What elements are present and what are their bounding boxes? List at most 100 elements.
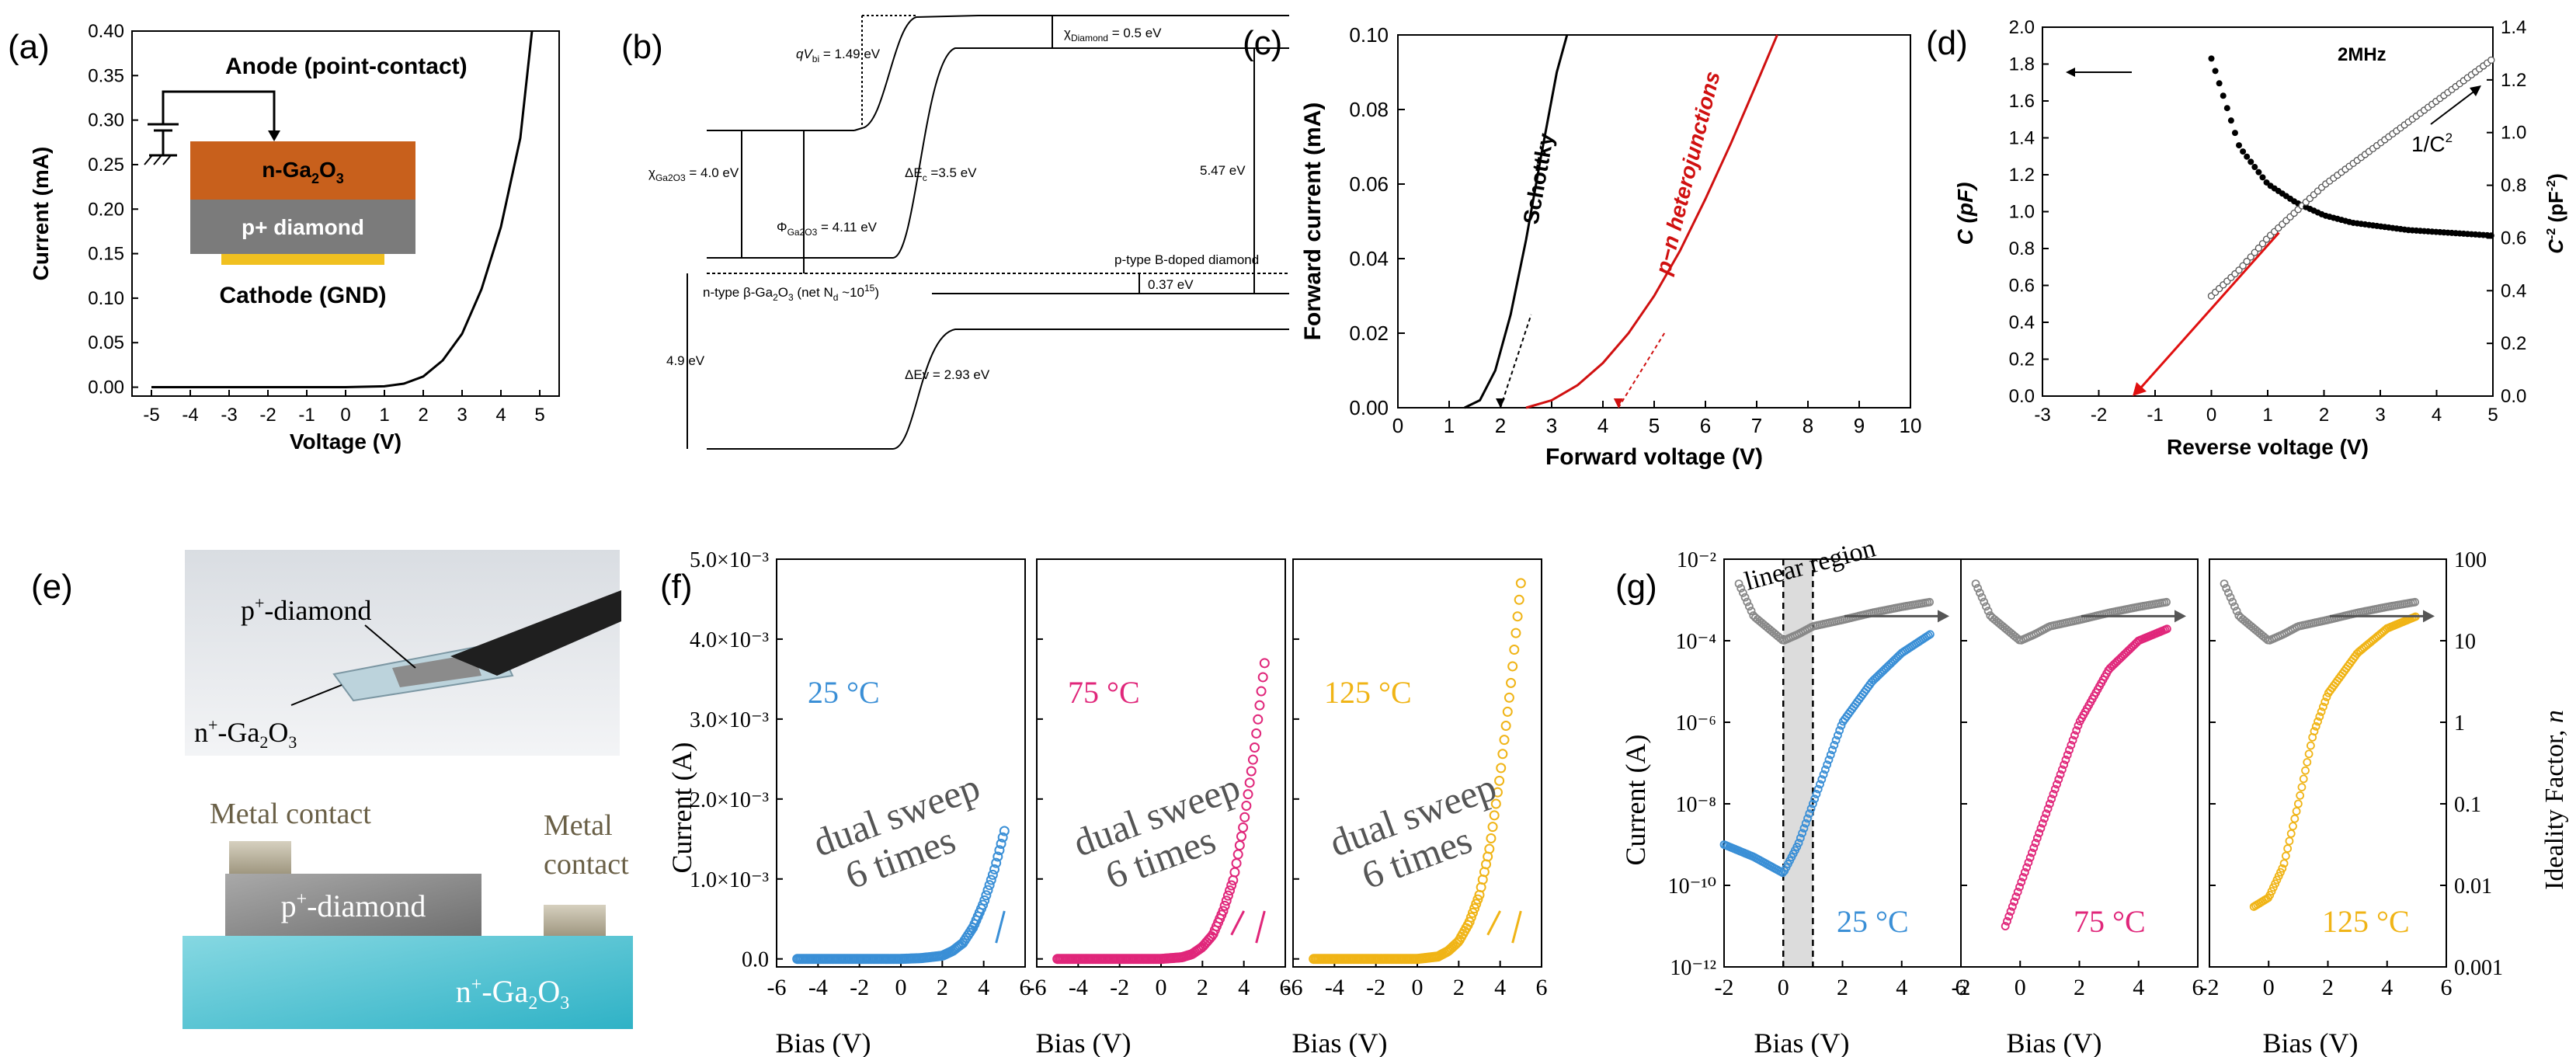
iv-point-f [1507,661,1518,672]
x-tick-label-d: 2 [2319,405,2329,426]
iv-point-g [2286,829,2296,838]
panel-label-c: (c) [1243,24,1282,62]
ideality-point-g [1977,593,1987,602]
iv-point-g [2001,922,2010,930]
gap-5-47-label: 5.47 eV [1200,163,1246,178]
y-tick-label-a: 0.35 [88,65,124,86]
ideality-point-g [2162,597,2171,607]
iv-point-f [1490,798,1501,809]
iv-point-f [1222,890,1233,901]
iv-point-g [2028,848,2036,857]
iv-point-g [2303,758,2312,767]
c-axis-arrowhead [2066,68,2075,77]
iv-point-f [1246,766,1257,777]
ideality-point-g [1973,584,1983,593]
xlabel-f-2: Bias (V) [1036,1027,1132,1057]
iv-point-g [2045,799,2054,808]
iv-point-g [1794,839,1803,847]
x-tick-label-g: 0 [2263,975,2275,1000]
y-tick-label-a: 0.10 [88,288,124,309]
y2-tick-label-d: 0.2 [2501,333,2526,354]
iv-point-f [1504,692,1514,703]
x-tick-label-c: 5 [1649,414,1660,437]
iv-point-g [1826,750,1835,760]
iv-point-g [2029,843,2039,853]
x-tick-label-f: -4 [808,975,828,1000]
temperature-label-f: 25 °C [808,675,880,710]
ideality-point-g [1747,607,1756,616]
x-tick-label-a: 2 [418,405,428,426]
iv-point-f [1219,900,1230,911]
x-tick-label-g: 4 [1896,975,1907,1000]
delta-ev-label: ΔEv = 2.93 eV [905,367,990,382]
y-tick-label-d: 0.6 [2009,276,2035,297]
iv-point-g [2301,766,2310,775]
y2-tick-label-g: 0.01 [2454,874,2492,899]
iv-point-g [2285,836,2294,846]
y-tick-label-a: 0.20 [88,199,124,220]
iv-point-g [2011,892,2021,902]
plot-frame-f [1036,558,1286,968]
panel-d: -3 -2 -1 0 1 2 3 4 50.00.20.40.60.81.01.21.41.61… [1953,17,2567,459]
iv-point-f [1496,763,1507,774]
delta-ec-label: ΔEc =3.5 eV [905,165,977,183]
schematic-diamond-label: p+-diamond [281,888,426,923]
y-tick-label-f: 0.0 [742,948,769,972]
n-ga2o3-band-label: n-type β-Ga2O3 (net Nd ~1015) [703,283,879,303]
y-tick-label-f: 4.0×10⁻³ [690,628,769,652]
iv-point-g [2010,897,2019,906]
x-tick-label-c: 1 [1444,414,1455,437]
iv-point-g [2311,721,2320,731]
y-tick-label-d: 1.8 [2009,54,2035,75]
iv-point-g [2065,746,2074,755]
iv-point-f [1486,833,1497,843]
iv-point-g [1833,731,1842,740]
sweep-arrow-down [1486,910,1501,936]
tweezers [450,590,621,676]
schematic-ga2o3 [183,936,633,1029]
iv-point-f [989,864,1000,874]
y2-tick-label-d: 0.8 [2501,176,2526,196]
x-tick-label-g: 6 [1955,975,1967,1000]
y2-tick-label-d: 1.4 [2501,17,2526,38]
iv-point-f [1510,628,1521,638]
iv-point-g [2320,697,2330,707]
y-tick-label-d: 0.4 [2009,312,2035,333]
x-tick-label-f: -6 [1027,975,1047,1000]
iv-point-f [1253,714,1264,725]
temperature-label-g: 25 °C [1837,904,1909,939]
iv-point-f [997,832,1008,843]
x-tick-label-a: -2 [259,405,276,426]
iv-point-f [986,874,996,885]
iv-point-f [978,899,989,910]
iv-point-f [1254,700,1265,711]
x-tick-label-a: -4 [182,405,198,426]
sweep-arrow-down [970,910,985,936]
iv-point-g [2022,863,2032,872]
iv-point-g [2315,712,2324,721]
x-tick-label-a: -1 [298,405,315,426]
iv-point-g [2310,727,2319,736]
x-tick-label-f: 4 [1494,975,1506,1000]
iv-point-f [1239,812,1250,822]
ideality-point-g [1975,588,1984,597]
iv-point-g [2067,741,2076,749]
y2-tick-label-d: 1.2 [2501,70,2526,91]
iv-point-g [1805,809,1814,818]
x-tick-label-g: -2 [2200,975,2220,1000]
iv-point-g [2279,859,2289,868]
capacitance-point [2231,130,2238,137]
iv-point-g [2031,839,2040,847]
extrapolation-line [1617,332,1666,409]
ylabel-c: Forward current (mA) [1300,103,1326,341]
iv-point-g [2003,916,2011,926]
iv-point-g [2289,822,2297,831]
iv-point-f [1247,754,1258,765]
y-tick-label-c: 0.04 [1349,247,1389,270]
metal-contact-label-2: Metal [544,809,613,842]
x-tick-label-d: 3 [2375,405,2385,426]
inverse-c2-point [2487,56,2495,64]
y2-tick-label-g: 100 [2454,548,2487,572]
